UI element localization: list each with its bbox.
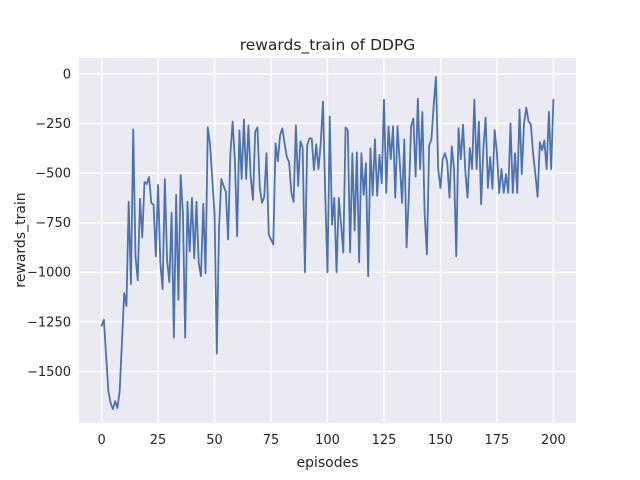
- y-tick-label: −250: [35, 117, 71, 132]
- x-tick-label: 0: [97, 433, 105, 448]
- x-tick-label: 50: [206, 433, 223, 448]
- series-line: [100, 75, 555, 411]
- x-tick-label: 175: [485, 433, 510, 448]
- x-tick-label: 125: [372, 433, 397, 448]
- y-tick-label: −1500: [27, 365, 71, 380]
- x-axis-label: episodes: [296, 455, 359, 471]
- chart-title: rewards_train of DDPG: [239, 36, 416, 54]
- x-tick-label: 75: [263, 433, 280, 448]
- y-tick-label: −750: [35, 216, 71, 231]
- y-tick-label: 0: [63, 67, 71, 82]
- y-axis-label-text: rewards_train: [13, 192, 29, 288]
- y-tick-label: −500: [35, 167, 71, 182]
- x-tick-label: 100: [315, 433, 340, 448]
- x-tick-label: 25: [150, 433, 167, 448]
- x-tick-label: 150: [428, 433, 453, 448]
- x-tick-label: 200: [541, 433, 566, 448]
- y-tick-label: −1250: [27, 315, 71, 330]
- y-tick-label: −1000: [27, 266, 71, 281]
